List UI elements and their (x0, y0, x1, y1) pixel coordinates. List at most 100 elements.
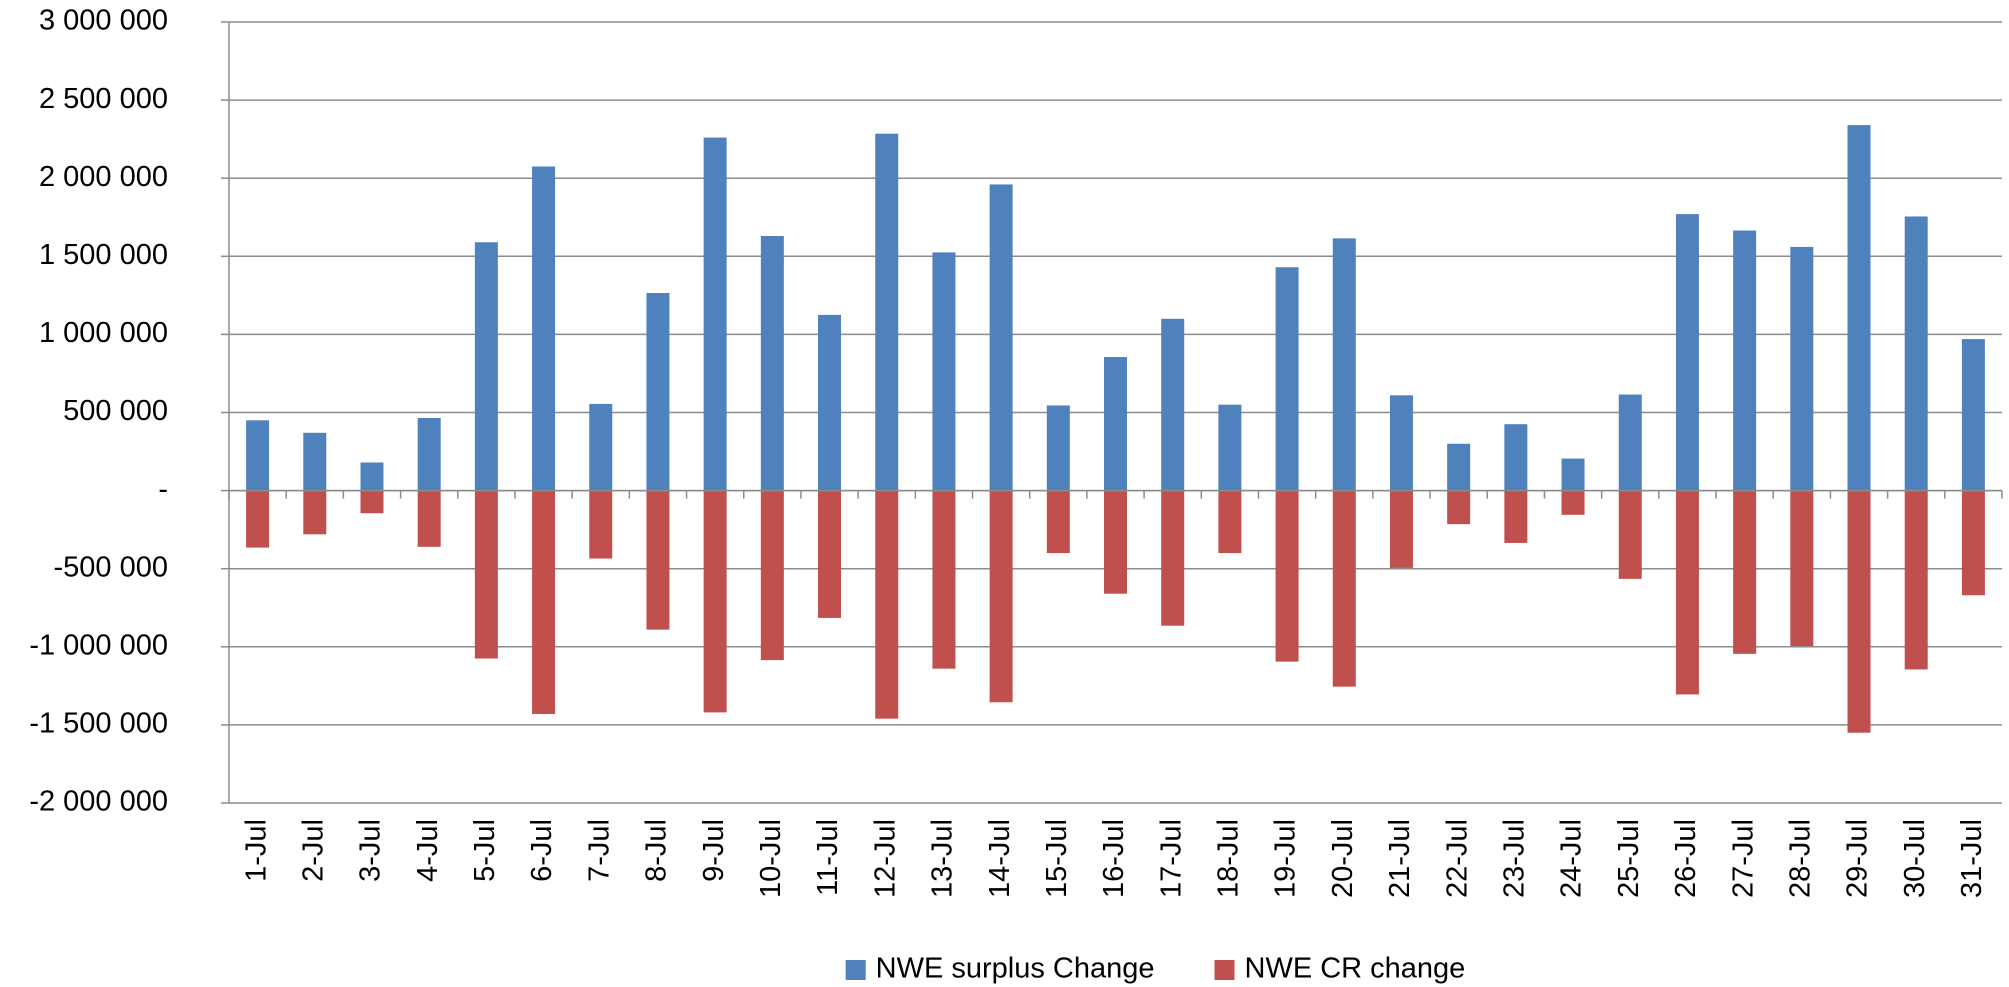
bar (1504, 424, 1528, 491)
bar (1275, 267, 1299, 491)
bar (932, 252, 956, 491)
bar (1389, 395, 1413, 491)
x-tick-label: 30-Jul (1899, 819, 1931, 898)
bar (303, 432, 327, 491)
bar (1046, 490, 1070, 554)
y-tick-label: 3 000 000 (39, 5, 168, 37)
bar (474, 242, 498, 491)
bar (1161, 318, 1185, 491)
x-tick-label: 7-Jul (583, 819, 615, 882)
bar (1332, 490, 1356, 687)
x-tick-label: 21-Jul (1384, 819, 1416, 898)
bar (1904, 216, 1928, 491)
bar (1961, 490, 1985, 596)
bar (1447, 490, 1471, 525)
bar (703, 137, 727, 491)
x-tick-label: 28-Jul (1784, 819, 1816, 898)
bar (1389, 490, 1413, 568)
x-tick-label: 16-Jul (1098, 819, 1130, 898)
y-tick-label: -500 000 (54, 551, 169, 583)
bar (1618, 490, 1642, 579)
x-tick-label: 8-Jul (641, 819, 673, 882)
bar (1733, 490, 1757, 654)
bar (1847, 125, 1871, 491)
x-tick-label: 27-Jul (1727, 819, 1759, 898)
bar (703, 490, 727, 713)
bar (818, 314, 842, 491)
legend-swatch (1214, 960, 1235, 980)
bar (303, 490, 327, 535)
y-tick-label: - (158, 473, 168, 505)
x-tick-label: 2-Jul (297, 819, 329, 882)
bar (1218, 404, 1242, 491)
bar (818, 490, 842, 618)
x-tick-label: 23-Jul (1499, 819, 1531, 898)
x-tick-label: 12-Jul (869, 819, 901, 898)
bar (1447, 443, 1471, 491)
x-tick-label: 14-Jul (984, 819, 1016, 898)
bar (1561, 490, 1585, 515)
legend: NWE surplus Change NWE CR change (845, 953, 1466, 985)
x-tick-label: 10-Jul (755, 819, 787, 898)
bar (1504, 490, 1528, 543)
bar (932, 490, 956, 669)
x-tick-label: 22-Jul (1441, 819, 1473, 898)
bar (417, 417, 441, 491)
bar (532, 166, 556, 491)
y-tick-label: -1 000 000 (29, 629, 168, 661)
bar (760, 490, 784, 661)
x-tick-label: 3-Jul (355, 819, 387, 882)
x-tick-label: 6-Jul (526, 819, 558, 882)
bar (646, 490, 670, 630)
bar (360, 462, 384, 491)
bar (646, 293, 670, 491)
x-tick-label: 13-Jul (927, 819, 959, 898)
bar (1275, 490, 1299, 662)
x-tick-label: 26-Jul (1670, 819, 1702, 898)
bar (1332, 238, 1356, 491)
bar (760, 235, 784, 491)
bar (589, 490, 613, 559)
bar (989, 184, 1013, 491)
x-tick-label: 5-Jul (469, 819, 501, 882)
y-tick-label: -1 500 000 (29, 708, 168, 740)
x-tick-label: 29-Jul (1842, 819, 1874, 898)
bar (875, 490, 899, 719)
x-tick-label: 19-Jul (1270, 819, 1302, 898)
bar (1161, 490, 1185, 626)
legend-label: NWE surplus Change (876, 953, 1155, 985)
bar (474, 490, 498, 659)
bar (246, 420, 270, 491)
bar (532, 490, 556, 714)
bar (417, 490, 441, 547)
bar (246, 490, 270, 548)
bar (1675, 214, 1699, 491)
x-tick-label: 24-Jul (1556, 819, 1588, 898)
y-tick-label: 500 000 (63, 395, 168, 427)
legend-label: NWE CR change (1245, 953, 1466, 985)
bar (1790, 490, 1814, 647)
y-tick-label: 2 000 000 (39, 161, 168, 193)
legend-swatch (845, 960, 866, 980)
y-tick-label: 2 500 000 (39, 83, 168, 115)
x-tick-label: 4-Jul (412, 819, 444, 882)
bar (360, 490, 384, 514)
y-tick-label: 1 000 000 (39, 317, 168, 349)
x-tick-label: 11-Jul (812, 819, 844, 896)
bar (1790, 246, 1814, 491)
bar (1847, 490, 1871, 733)
bar (1218, 490, 1242, 554)
x-tick-label: 31-Jul (1956, 819, 1988, 898)
bar (1618, 394, 1642, 491)
bar (1104, 357, 1127, 491)
bar (1046, 405, 1070, 491)
bar (1561, 458, 1585, 491)
y-tick-label: -2 000 000 (29, 786, 168, 818)
bar (1104, 490, 1127, 594)
bar (1961, 339, 1985, 491)
bar (875, 133, 899, 491)
x-tick-label: 17-Jul (1155, 819, 1187, 898)
y-tick-label: 1 500 000 (39, 239, 168, 271)
